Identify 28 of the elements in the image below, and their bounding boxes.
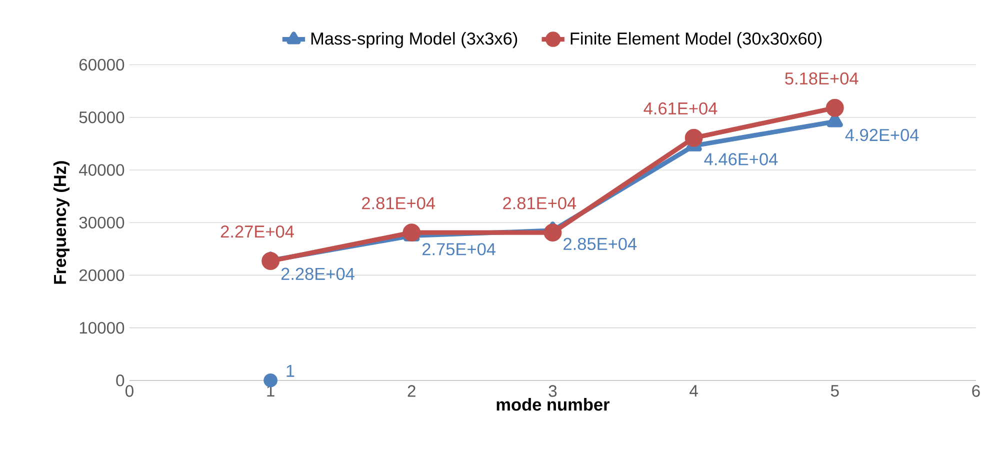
data-label: 4.61E+04 bbox=[644, 102, 718, 115]
data-label: 2.27E+04 bbox=[220, 225, 294, 238]
y-tick-label: 30000 bbox=[79, 216, 124, 228]
legend-label: Mass-spring Model (3x3x6) bbox=[311, 32, 518, 48]
y-tick-label: 40000 bbox=[78, 164, 124, 176]
x-axis-title: mode number bbox=[496, 398, 610, 411]
y-tick-label: 60000 bbox=[79, 58, 124, 71]
data-label: 4.46E+04 bbox=[704, 153, 778, 166]
x-tick-label: 5 bbox=[830, 385, 839, 397]
x-tick-label: 6 bbox=[972, 385, 980, 397]
data-label: 2.81E+04 bbox=[503, 197, 576, 210]
y-tick-label: 50000 bbox=[79, 111, 124, 124]
data-label: 2.75E+04 bbox=[422, 243, 496, 256]
y-tick-label: 10000 bbox=[80, 322, 124, 334]
data-label: 5.18E+04 bbox=[785, 72, 858, 85]
x-tick-label: 4 bbox=[690, 385, 698, 396]
data-label: 2.85E+04 bbox=[564, 238, 637, 250]
legend-label: Finite Element Model (30x30x60) bbox=[570, 32, 822, 48]
x-tick-label: 3 bbox=[548, 385, 557, 397]
x-tick-label: 0 bbox=[126, 385, 134, 397]
data-label: 4.92E+04 bbox=[845, 128, 919, 142]
data-label: 2.28E+04 bbox=[281, 268, 354, 280]
y-tick-label: 20000 bbox=[79, 269, 124, 282]
x-tick-label: 2 bbox=[408, 385, 416, 397]
data-label: 2.81E+04 bbox=[362, 197, 436, 210]
y-axis-title: Frequency (Hz) bbox=[53, 161, 70, 284]
y-tick-label: 0 bbox=[116, 374, 124, 386]
annotation: 1 bbox=[286, 364, 294, 377]
